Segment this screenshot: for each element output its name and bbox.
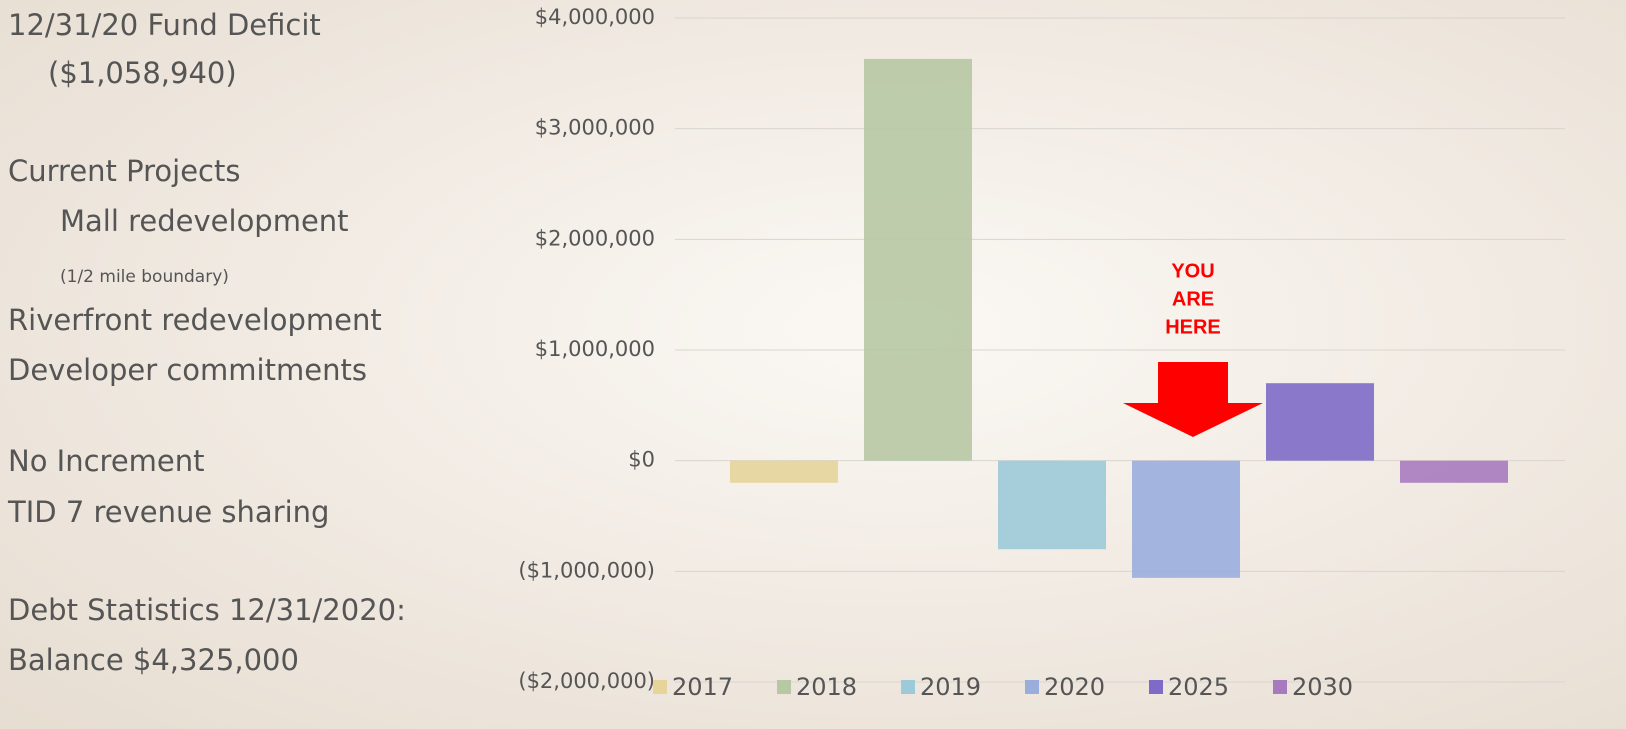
panel-line: Developer commitments [8,353,367,387]
bar [730,461,838,483]
callout-text: YOU [1171,260,1214,282]
panel-line: Balance $4,325,000 [8,643,299,677]
legend-swatch [901,680,915,694]
legend-swatch [1273,680,1287,694]
legend-label: 2019 [920,673,981,701]
panel-line: (1/2 mile boundary) [60,267,229,287]
legend-label: 2025 [1168,673,1229,701]
bar [1400,461,1508,483]
bar [864,59,972,461]
legend-label: 2017 [672,673,733,701]
page: {"panel": {"lines": ["12/31/20 Fund Defi… [0,0,1626,729]
bar [1132,461,1240,578]
y-tick-label: $4,000,000 [535,5,655,29]
panel-line: No Increment [8,444,205,478]
legend-swatch [653,680,667,694]
panel-line: Mall redevelopment [60,204,349,238]
legend-swatch [1025,680,1039,694]
legend-swatch [1149,680,1163,694]
legend-label: 2030 [1292,673,1353,701]
panel-line: ($1,058,940) [48,56,237,90]
panel-line: Debt Statistics 12/31/2020: [8,593,406,627]
y-tick-label: ($1,000,000) [518,558,655,582]
legend-label: 2020 [1044,673,1105,701]
y-tick-label: $0 [628,448,655,472]
legend-swatch [777,680,791,694]
y-tick-label: ($2,000,000) [518,669,655,693]
panel-line: Current Projects [8,154,240,188]
y-tick-label: $2,000,000 [535,226,655,250]
callout-text: HERE [1165,316,1221,338]
bar [1266,383,1374,460]
y-tick-label: $1,000,000 [535,337,655,361]
legend-label: 2018 [796,673,857,701]
panel-line: 12/31/20 Fund Deficit [8,8,321,42]
callout-text: ARE [1172,288,1214,310]
slide: 12/31/20 Fund Deficit ($1,058,940) Curre… [0,0,1626,729]
panel-line: TID 7 revenue sharing [7,495,329,529]
y-tick-label: $3,000,000 [535,116,655,140]
panel-line: Riverfront redevelopment [8,303,382,337]
bar [998,461,1106,550]
